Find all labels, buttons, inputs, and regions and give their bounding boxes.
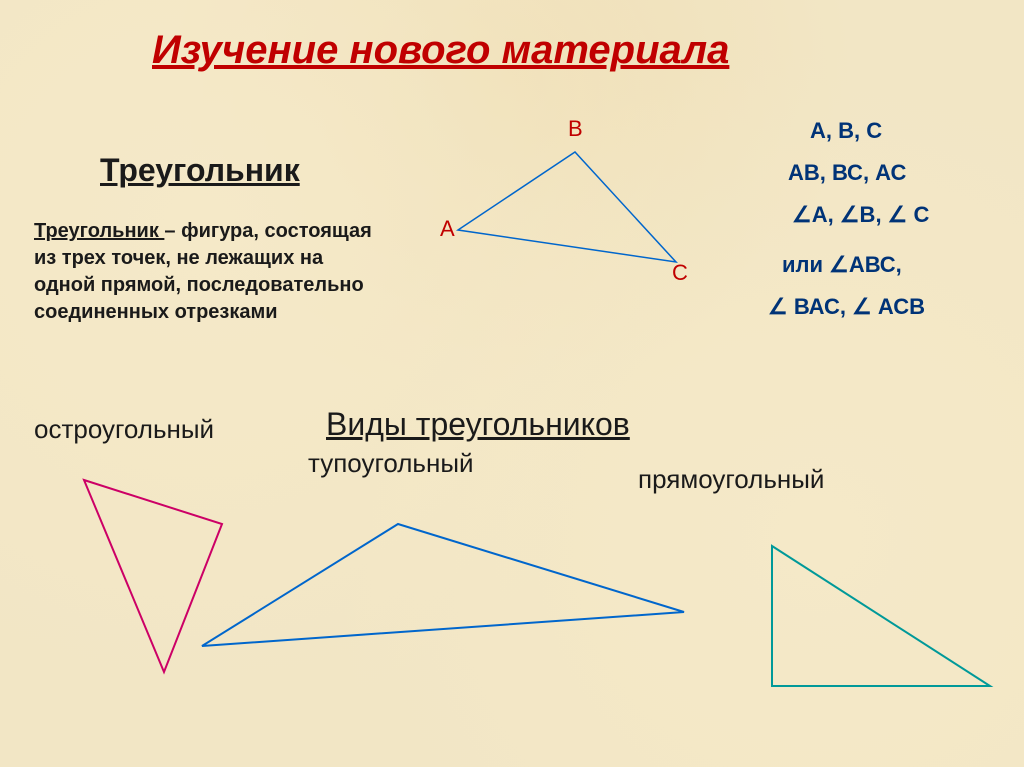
vertex-label-c: С (672, 260, 688, 286)
notation-3: или ∠АВС, (782, 252, 902, 278)
vertex-label-b: В (568, 116, 583, 142)
definition-block: Треугольник – фигура, состоящая из трех … (34, 218, 372, 326)
definition-line3: одной прямой, последовательно (34, 272, 372, 299)
notation-2: ∠A, ∠B, ∠ C (792, 202, 929, 228)
subtitle-triangle: Треугольник (100, 152, 300, 189)
triangle-acute-shape (84, 480, 222, 672)
triangle-right-shape (772, 546, 990, 686)
notation-4: ∠ ВАС, ∠ АСВ (768, 294, 925, 320)
page-title: Изучение нового материала (152, 28, 729, 73)
definition-line4: соединенных отрезками (34, 299, 372, 326)
triangle-abc-shape (458, 152, 676, 262)
definition-term: Треугольник (34, 220, 164, 242)
type-label-acute: остроугольный (34, 414, 214, 445)
triangle-obtuse-shape (202, 524, 684, 646)
vertex-label-a: А (440, 216, 455, 242)
definition-line2: из трех точек, не лежащих на (34, 245, 372, 272)
types-header: Виды треугольников (326, 406, 630, 443)
type-label-right: прямоугольный (638, 464, 824, 495)
triangle-abc-svg (0, 0, 1024, 767)
definition-line1-rest: – фигура, состоящая (164, 220, 371, 242)
type-label-obtuse: тупоугольный (308, 448, 474, 479)
notation-1: АВ, ВС, АС (788, 160, 906, 186)
definition-line1: Треугольник – фигура, состоящая (34, 218, 372, 245)
notation-0: A, B, C (810, 118, 882, 144)
